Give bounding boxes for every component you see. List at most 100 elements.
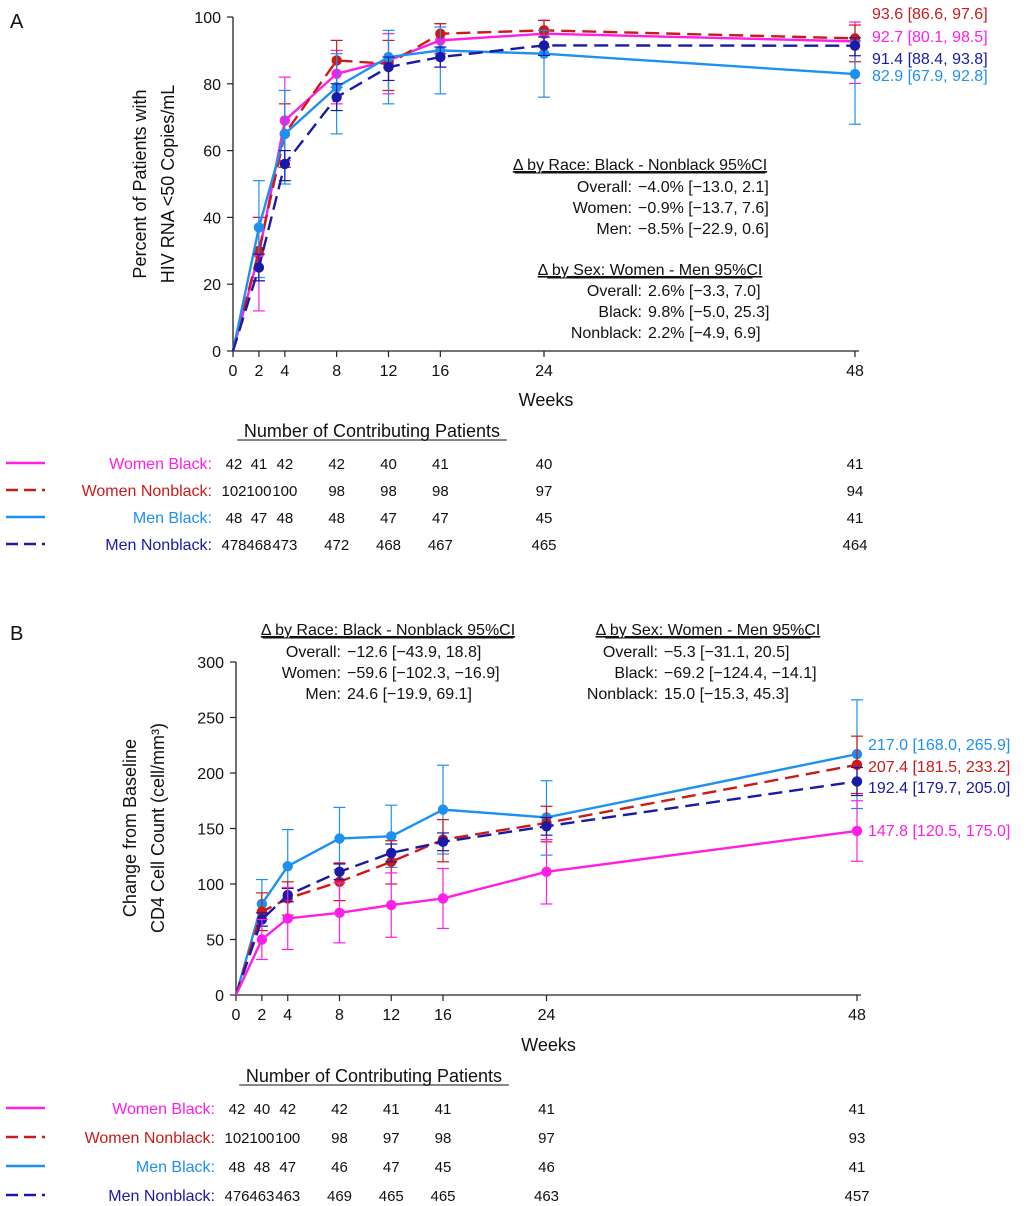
series-women-black [234, 800, 863, 996]
contributing-patients-table: Number of Contributing Patients Women Bla… [6, 1066, 870, 1205]
data-point [256, 934, 268, 945]
data-point [282, 913, 293, 924]
data-point [437, 893, 449, 904]
patient-count-cell: 48 [276, 510, 293, 527]
sex-diff-title: Δ by Sex: Women - Men 95%CI [538, 262, 763, 279]
data-point [334, 833, 345, 844]
patient-count-cell: 42 [331, 1101, 348, 1118]
x-tick-label: 24 [538, 1007, 556, 1024]
y-tick-label: 0 [215, 988, 224, 1005]
patient-count-cell: 465 [430, 1188, 455, 1205]
data-point [331, 91, 342, 103]
y-tick-label: 20 [203, 277, 221, 294]
series-line [231, 29, 856, 352]
patient-count-cell: 48 [328, 510, 345, 527]
end-value-label: 192.4 [179.7, 205.0] [868, 780, 1010, 797]
patient-count-cell: 42 [279, 1101, 296, 1118]
patient-count-cell: 41 [383, 1101, 400, 1118]
race-diff-row-value: 24.6 [−19.9, 69.1] [347, 686, 472, 703]
race-diff-row-value: −12.6 [−43.9, 18.8] [347, 644, 481, 661]
data-point [851, 776, 863, 787]
patient-count-cell: 47 [279, 1159, 296, 1176]
x-axis-label: Weeks [521, 1035, 576, 1055]
patient-count-cell: 98 [435, 1130, 452, 1147]
patient-count-cell: 457 [844, 1188, 869, 1205]
race-diff-row-value: −0.9% [−13.7, 7.6] [638, 200, 769, 217]
data-point [334, 907, 345, 919]
race-diff-row-label: Women: [282, 665, 341, 682]
patient-count-cell: 46 [538, 1159, 555, 1176]
patient-count-cell: 463 [275, 1188, 300, 1205]
sex-diff-title: Δ by Sex: Women - Men 95%CI [596, 622, 821, 639]
end-value-label: 82.9 [67.9, 92.8] [872, 68, 988, 85]
legend-label: Men Black: [136, 1159, 215, 1176]
race-diff-row-label: Men: [596, 221, 632, 238]
sex-diff-row-value: 2.2% [−4.9, 6.9] [648, 325, 761, 342]
patient-count-cell: 476 [224, 1188, 249, 1205]
race-diff-row-label: Overall: [286, 644, 341, 661]
patient-count-cell: 41 [432, 456, 449, 473]
data-point [851, 825, 863, 837]
table-title: Number of Contributing Patients [244, 421, 500, 441]
patient-count-cell: 463 [534, 1188, 559, 1205]
sex-diff-row-label: Overall: [587, 283, 642, 300]
sex-diff-row-value: 2.6% [−3.3, 7.0] [648, 283, 761, 300]
patient-count-cell: 40 [254, 1101, 271, 1118]
patient-count-cell: 48 [254, 1159, 271, 1176]
y-axis-label: HIV RNA <50 Copies/mL [158, 85, 178, 284]
data-point [541, 821, 552, 832]
patient-count-cell: 98 [380, 483, 397, 500]
race-diff-row-label: Women: [573, 200, 632, 217]
series-women-nonblack [234, 735, 863, 996]
patient-count-cell: 97 [538, 1130, 555, 1147]
patient-count-cell: 468 [376, 537, 401, 554]
patient-count-cell: 42 [328, 456, 345, 473]
x-tick-label: 2 [257, 1007, 266, 1024]
patient-count-cell: 41 [849, 1101, 866, 1118]
data-point [435, 51, 446, 63]
end-value-label: 207.4 [181.5, 233.2] [868, 759, 1010, 776]
legend-label: Men Black: [133, 510, 212, 527]
patient-count-cell: 467 [428, 537, 453, 554]
patient-count-cell: 469 [327, 1188, 352, 1205]
x-tick-label: 16 [431, 363, 449, 380]
x-tick-label: 48 [848, 1007, 866, 1024]
y-tick-label: 40 [203, 210, 221, 227]
legend-label: Women Nonblack: [85, 1130, 215, 1147]
panel-label: A [10, 11, 24, 33]
data-point [256, 906, 268, 917]
table-title: Number of Contributing Patients [246, 1066, 502, 1086]
data-point [538, 40, 550, 51]
patient-count-cell: 478 [221, 537, 246, 554]
x-tick-label: 16 [434, 1007, 452, 1024]
patient-count-cell: 47 [432, 510, 449, 527]
race-diff-title: Δ by Race: Black - Nonblack 95%CI [513, 157, 767, 174]
patient-count-cell: 100 [275, 1130, 300, 1147]
sex-diff-row-label: Nonblack: [571, 325, 642, 342]
patient-count-cell: 464 [842, 537, 867, 554]
x-tick-label: 0 [229, 363, 238, 380]
end-value-label: 93.6 [86.6, 97.6] [872, 6, 988, 23]
race-diff-row-value: −59.6 [−102.3, −16.9] [347, 665, 500, 682]
y-tick-label: 0 [212, 344, 221, 361]
sex-diff-row-value: −69.2 [−124.4, −14.1] [664, 665, 817, 682]
y-tick-label: 150 [197, 822, 224, 839]
legend-label: Men Nonblack: [108, 1188, 215, 1205]
sex-diff-row-label: Black: [614, 665, 658, 682]
patient-count-cell: 98 [328, 483, 345, 500]
x-tick-label: 48 [846, 363, 864, 380]
x-tick-label: 8 [335, 1007, 344, 1024]
sex-diff-row-label: Black: [598, 304, 642, 321]
data-point [437, 836, 449, 848]
patient-count-cell: 47 [383, 1159, 400, 1176]
y-tick-label: 60 [203, 144, 221, 161]
series-line [234, 780, 858, 996]
patient-count-cell: 41 [849, 1159, 866, 1176]
race-diff-title: Δ by Race: Black - Nonblack 95%CI [261, 622, 515, 639]
sex-diff-row-label: Nonblack: [587, 686, 658, 703]
patient-count-cell: 41 [538, 1101, 555, 1118]
data-point [386, 847, 397, 859]
